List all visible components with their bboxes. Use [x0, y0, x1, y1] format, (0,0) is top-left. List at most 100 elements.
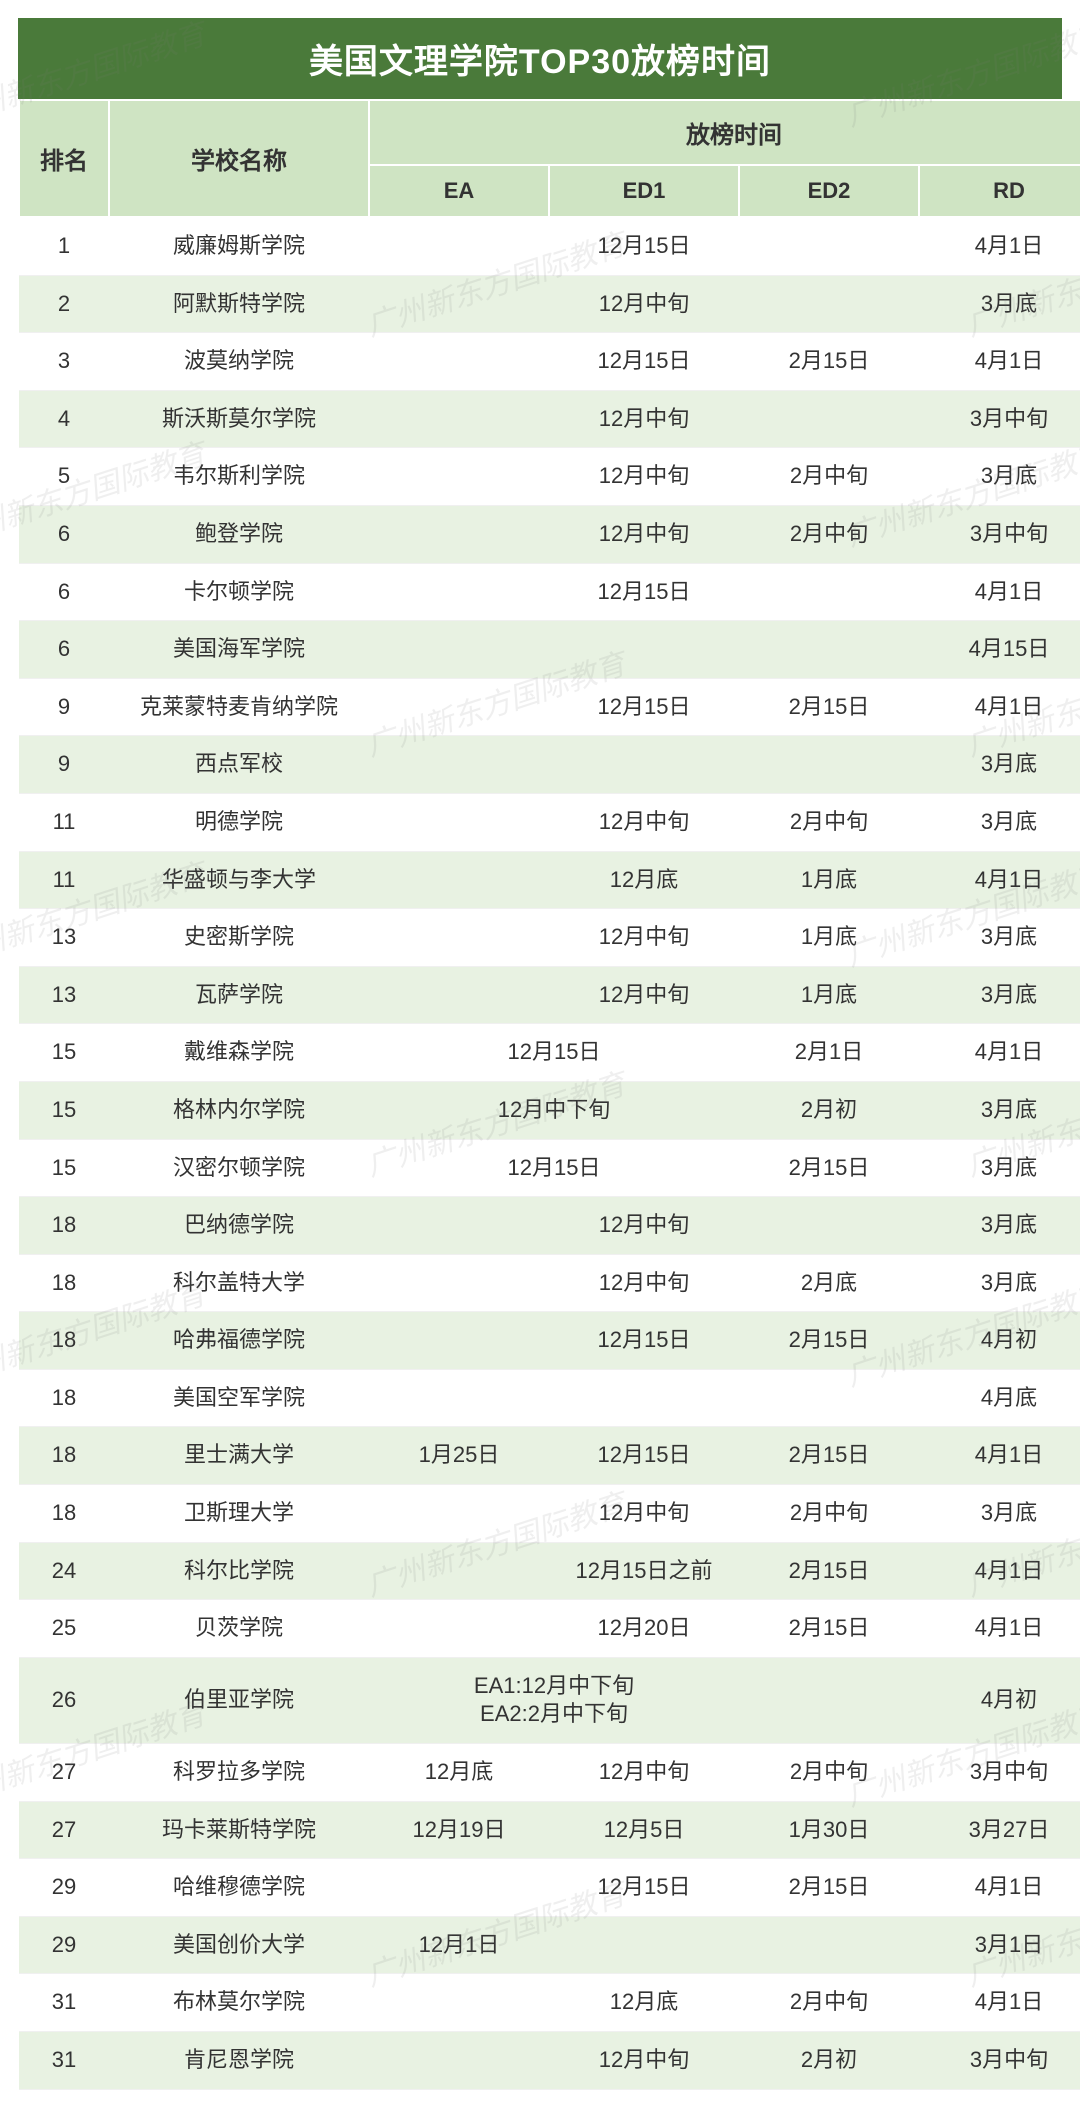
- table-row: 9克莱蒙特麦肯纳学院12月15日2月15日4月1日: [19, 678, 1080, 736]
- table-row: 15戴维森学院12月15日2月1日4月1日: [19, 1024, 1080, 1082]
- cell-rd: 3月1日: [919, 1916, 1080, 1974]
- cell-ed2: 2月15日: [739, 1139, 919, 1197]
- cell-ed1: 12月中旬: [549, 505, 739, 563]
- cell-ea: [369, 851, 549, 909]
- cell-ed2: [739, 1916, 919, 1974]
- cell-name: 布林莫尔学院: [109, 1974, 369, 2032]
- cell-rank: 6: [19, 505, 109, 563]
- cell-rank: 13: [19, 966, 109, 1024]
- header-ed1: ED1: [549, 165, 739, 217]
- table-row: 2阿默斯特学院12月中旬3月底: [19, 275, 1080, 333]
- cell-ea: [369, 1600, 549, 1658]
- table-title: 美国文理学院TOP30放榜时间: [18, 18, 1062, 99]
- cell-name: 史密斯学院: [109, 909, 369, 967]
- cell-ed2: [739, 390, 919, 448]
- cell-name: 明德学院: [109, 793, 369, 851]
- cell-name: 卫斯理大学: [109, 1485, 369, 1543]
- cell-ed1: 12月15日: [549, 217, 739, 275]
- cell-ed2: 1月底: [739, 909, 919, 967]
- cell-ed1: 12月中旬: [549, 2032, 739, 2090]
- cell-ed2: 2月初: [739, 2032, 919, 2090]
- header-ed2: ED2: [739, 165, 919, 217]
- table-header: 排名 学校名称 放榜时间 EA ED1 ED2 RD: [19, 100, 1080, 217]
- table-row: 18巴纳德学院12月中旬3月底: [19, 1197, 1080, 1255]
- table-row: 31肯尼恩学院12月中旬2月初3月中旬: [19, 2032, 1080, 2090]
- cell-ed2: 1月30日: [739, 1801, 919, 1859]
- header-rank: 排名: [19, 100, 109, 217]
- cell-ed1: 12月底: [549, 1974, 739, 2032]
- cell-ed1: 12月20日: [549, 1600, 739, 1658]
- cell-name: 卡尔顿学院: [109, 563, 369, 621]
- table-row: 6鲍登学院12月中旬2月中旬3月中旬: [19, 505, 1080, 563]
- cell-name: 阿默斯特学院: [109, 275, 369, 333]
- cell-ed2: 2月中旬: [739, 1485, 919, 1543]
- table-row: 3波莫纳学院12月15日2月15日4月1日: [19, 333, 1080, 391]
- cell-rank: 6: [19, 621, 109, 679]
- table-row: 26伯里亚学院EA1:12月中下旬 EA2:2月中下旬4月初: [19, 1657, 1080, 1743]
- cell-ed2: 2月中旬: [739, 1974, 919, 2032]
- cell-rd: 3月底: [919, 1254, 1080, 1312]
- cell-ed2: 2月15日: [739, 1859, 919, 1917]
- cell-ed1: [549, 621, 739, 679]
- table-row: 27玛卡莱斯特学院12月19日12月5日1月30日3月27日: [19, 1801, 1080, 1859]
- cell-rank: 4: [19, 390, 109, 448]
- cell-ed1: [549, 1369, 739, 1427]
- cell-ed1: 12月中旬: [549, 448, 739, 506]
- cell-ea: [369, 736, 549, 794]
- cell-ea: 12月中下旬: [369, 1081, 739, 1139]
- cell-ea: 12月15日: [369, 1139, 739, 1197]
- cell-ea: EA1:12月中下旬 EA2:2月中下旬: [369, 1657, 739, 1743]
- table-row: 5韦尔斯利学院12月中旬2月中旬3月底: [19, 448, 1080, 506]
- cell-ed2: [739, 1197, 919, 1255]
- table-row: 31布林莫尔学院12月底2月中旬4月1日: [19, 1974, 1080, 2032]
- cell-name: 汉密尔顿学院: [109, 1139, 369, 1197]
- cell-ed1: 12月15日: [549, 1312, 739, 1370]
- cell-ea: 12月19日: [369, 1801, 549, 1859]
- table-row: 18里士满大学1月25日12月15日2月15日4月1日: [19, 1427, 1080, 1485]
- cell-rank: 3: [19, 333, 109, 391]
- cell-ea: [369, 909, 549, 967]
- cell-ed1: 12月15日: [549, 678, 739, 736]
- cell-rank: 6: [19, 563, 109, 621]
- cell-rd: 4月1日: [919, 563, 1080, 621]
- cell-name: 科罗拉多学院: [109, 1744, 369, 1802]
- cell-ea: [369, 275, 549, 333]
- cell-rank: 18: [19, 1197, 109, 1255]
- cell-ed1: 12月中旬: [549, 966, 739, 1024]
- cell-ed2: [739, 1657, 919, 1743]
- cell-ed2: [739, 1369, 919, 1427]
- header-name: 学校名称: [109, 100, 369, 217]
- cell-ea: [369, 1369, 549, 1427]
- cell-ed2: 2月15日: [739, 333, 919, 391]
- cell-ed2: [739, 621, 919, 679]
- cell-rank: 15: [19, 1024, 109, 1082]
- cell-rd: 3月底: [919, 1485, 1080, 1543]
- cell-name: 伯里亚学院: [109, 1657, 369, 1743]
- cell-rd: 3月中旬: [919, 505, 1080, 563]
- header-group: 放榜时间: [369, 100, 1080, 165]
- cell-name: 美国创价大学: [109, 1916, 369, 1974]
- table-row: 29哈维穆德学院12月15日2月15日4月1日: [19, 1859, 1080, 1917]
- cell-name: 巴纳德学院: [109, 1197, 369, 1255]
- cell-name: 肯尼恩学院: [109, 2032, 369, 2090]
- table-row: 13史密斯学院12月中旬1月底3月底: [19, 909, 1080, 967]
- cell-ed2: 2月中旬: [739, 793, 919, 851]
- cell-rank: 24: [19, 1542, 109, 1600]
- cell-rank: 9: [19, 736, 109, 794]
- cell-rd: 4月1日: [919, 851, 1080, 909]
- cell-rank: 15: [19, 1081, 109, 1139]
- cell-ea: 12月底: [369, 1744, 549, 1802]
- cell-rank: 11: [19, 851, 109, 909]
- cell-name: 科尔比学院: [109, 1542, 369, 1600]
- cell-ed2: 2月底: [739, 1254, 919, 1312]
- cell-name: 美国空军学院: [109, 1369, 369, 1427]
- cell-ed1: 12月中旬: [549, 1197, 739, 1255]
- table-row: 6美国海军学院4月15日: [19, 621, 1080, 679]
- cell-name: 玛卡莱斯特学院: [109, 1801, 369, 1859]
- table-row: 18科尔盖特大学12月中旬2月底3月底: [19, 1254, 1080, 1312]
- cell-name: 威廉姆斯学院: [109, 217, 369, 275]
- cell-name: 美国海军学院: [109, 621, 369, 679]
- table-row: 1威廉姆斯学院12月15日4月1日: [19, 217, 1080, 275]
- cell-name: 里士满大学: [109, 1427, 369, 1485]
- cell-ea: 12月1日: [369, 1916, 549, 1974]
